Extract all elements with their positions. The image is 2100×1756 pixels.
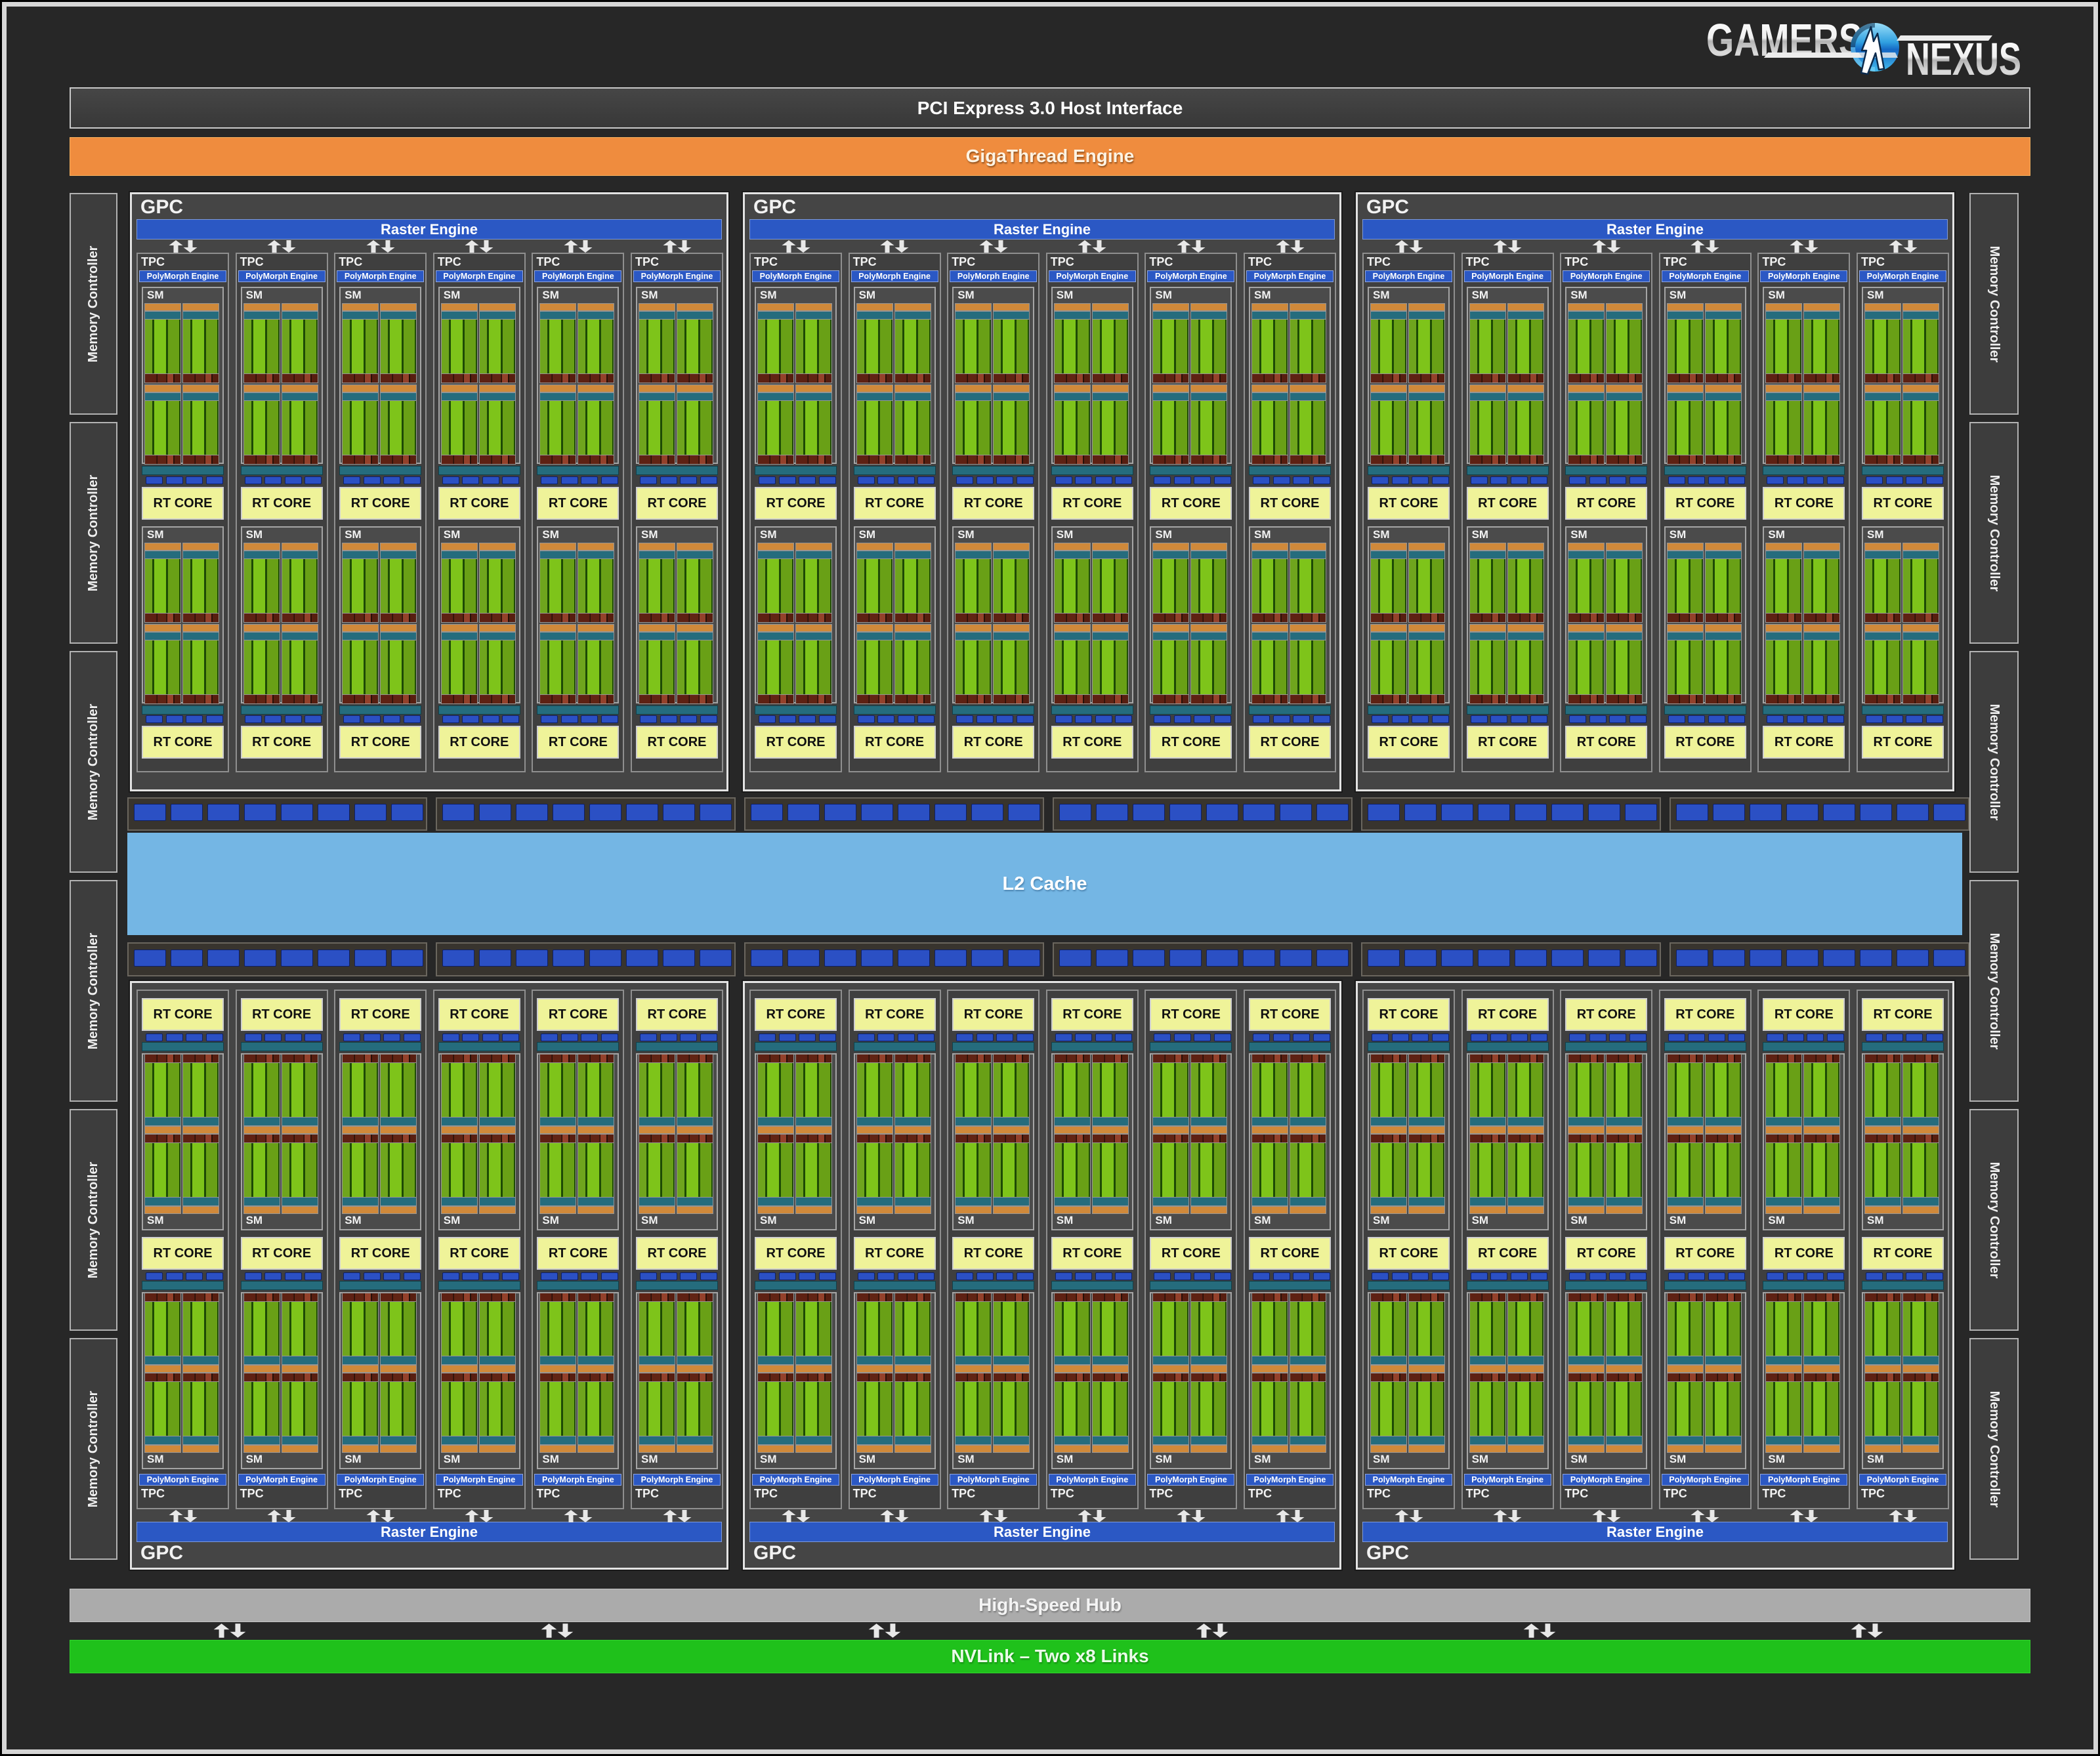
- svg-text:NEXUS: NEXUS: [1906, 33, 2021, 81]
- svg-text:GAMERS: GAMERS: [1706, 14, 1862, 66]
